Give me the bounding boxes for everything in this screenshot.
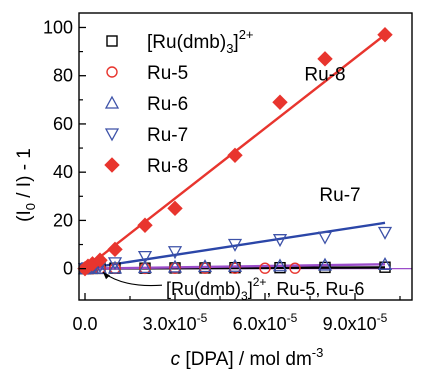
point-ru-8 [167, 200, 183, 217]
y-tick-label: 80 [53, 66, 73, 86]
annotations-layer: Ru-8 Ru-7 [Ru(dmb)3]2+, Ru-5, Ru-6 [102, 65, 364, 303]
x-tick-label-exponent: -5 [377, 311, 388, 325]
point-ru-7 [377, 226, 393, 240]
x-tick-label: 6.0x10-5 [233, 311, 298, 334]
legend-label-close: ] [233, 32, 238, 53]
annotation-low-series-close: ] [248, 279, 253, 299]
annotation-low-series: [Ru(dmb)3]2+, Ru-5, Ru-6 [166, 275, 364, 303]
legend-marker-ru-6 [104, 95, 120, 109]
x-tick-label: 9.0x10-5 [323, 311, 388, 334]
plot-frame [78, 12, 413, 301]
point-ru-7 [137, 250, 153, 264]
point-ru-8 [92, 252, 108, 268]
legend-marker-ru-dmb-3-2 [106, 35, 118, 47]
legend: [Ru(dmb)3]2+ Ru-5 Ru-6 Ru-7 Ru-8 [104, 27, 254, 177]
y-axis-label-subscript: 0 [23, 203, 38, 210]
y-tick-label: 60 [53, 114, 73, 134]
point-ru-7 [227, 238, 243, 252]
fit-line-ru-6 [84, 263, 386, 270]
point-ru-5 [289, 262, 301, 274]
annotation-low-series-main: [Ru(dmb) [166, 279, 241, 299]
annotation-ru-8: Ru-8 [304, 65, 345, 86]
y-tick-label: 40 [53, 162, 73, 182]
y-tick-label: 0 [63, 259, 73, 279]
legend-label-ru-dmb-3-2: [Ru(dmb)3]2+ [147, 27, 254, 56]
x-tick-label-exponent: -5 [197, 311, 208, 325]
fit-line-ru-7 [84, 221, 386, 270]
point-ru-6 [92, 260, 108, 274]
point-ru-7 [167, 246, 183, 260]
legend-label-main: [Ru(dmb) [147, 32, 226, 53]
point-ru-8 [317, 51, 333, 67]
legend-label-subscript: 3 [226, 41, 233, 56]
x-tick-label: 0.0 [72, 314, 97, 334]
legend-label-ru-7: Ru-7 [147, 125, 188, 146]
legend-marker-ru-8 [104, 157, 120, 173]
data-markers-layer [77, 26, 393, 277]
x-tick-label-base: 9.0x10 [323, 314, 377, 334]
x-tick-label-exponent: -5 [287, 311, 298, 325]
y-axis-label-close: / I) - 1 [14, 148, 35, 203]
x-axis-label: c [DPA] / mol dm-3 [171, 345, 324, 370]
legend-label-ru-8: Ru-8 [147, 156, 188, 177]
point-ru-6 [227, 258, 243, 272]
x-tick-label: 3.0x10-5 [143, 311, 208, 334]
annotation-arrowhead [103, 272, 110, 280]
series-ru-8 [77, 26, 393, 277]
point-ru-5 [169, 262, 181, 274]
x-axis-label-variable: c [171, 349, 181, 370]
y-tick-label: 100 [43, 17, 73, 37]
point-ru-8 [272, 94, 288, 110]
x-axis-label-text: [DPA] / mol dm [180, 349, 312, 370]
point-ru-8 [137, 217, 153, 233]
annotation-low-series-superscript: 2+ [253, 275, 267, 289]
y-axis-label: (I0 / I) - 1 [14, 148, 38, 222]
legend-marker-ru-7 [104, 128, 120, 142]
y-axis-label-open: (I [14, 210, 35, 222]
legend-label-ru-6: Ru-6 [147, 94, 188, 115]
point-ru-8 [107, 241, 123, 258]
point-ru-7 [107, 257, 123, 271]
point-ru-6 [137, 260, 153, 274]
legend-marker-ru-5 [106, 66, 118, 78]
x-axis-label-superscript: -3 [312, 345, 324, 360]
legend-label-superscript: 2+ [239, 27, 254, 42]
x-tick-label-base: 6.0x10 [233, 314, 287, 334]
point-ru-5 [199, 262, 211, 274]
point-ru-5 [259, 262, 271, 274]
annotation-low-series-subscript: 3 [241, 289, 248, 303]
annotation-low-series-tail: , Ru-5, Ru-6 [266, 279, 364, 299]
point-ru-6 [107, 260, 123, 274]
point-ru-6 [167, 259, 183, 273]
point-ru-7 [317, 231, 333, 245]
point-ru-8 [377, 26, 393, 43]
point-ru-7 [272, 234, 288, 248]
point-ru-6 [377, 256, 393, 270]
y-tick-label: 20 [53, 210, 73, 230]
legend-label-ru-5: Ru-5 [147, 63, 188, 84]
point-ru-8 [227, 147, 243, 164]
annotation-ru-7: Ru-7 [319, 185, 360, 206]
point-ru-6 [272, 258, 288, 272]
point-ru-6 [317, 257, 333, 271]
point-ru-6 [197, 259, 213, 273]
x-tick-label-base: 3.0x10 [143, 314, 197, 334]
annotation-arrow [102, 271, 163, 287]
